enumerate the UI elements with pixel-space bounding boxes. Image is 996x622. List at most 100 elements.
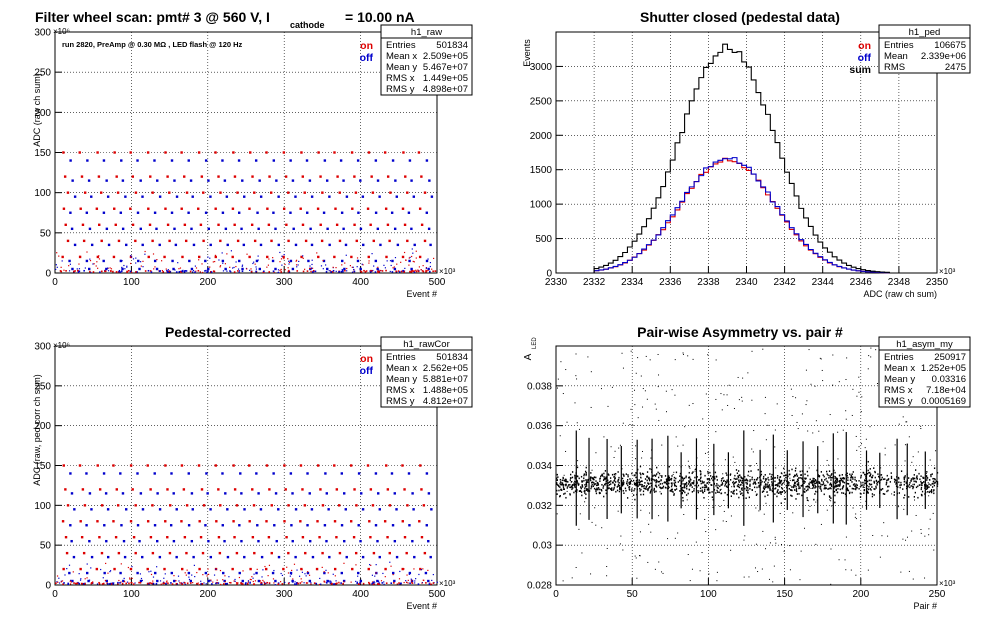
point-floor: [168, 270, 171, 273]
point-off: [291, 539, 294, 543]
point-noise: [264, 565, 266, 568]
point-on: [131, 175, 135, 178]
point-noise: [78, 573, 80, 575]
point-noise: [58, 255, 60, 257]
outlier: [622, 367, 624, 369]
point-noise: [150, 582, 152, 584]
point-noise: [389, 561, 391, 563]
point: [688, 488, 690, 491]
point: [600, 475, 602, 478]
point-on: [185, 191, 189, 194]
point: [842, 486, 844, 488]
point-off: [342, 179, 345, 182]
point: [851, 476, 853, 479]
point: [641, 483, 643, 486]
point: [587, 481, 589, 483]
point-off: [394, 179, 397, 182]
point: [821, 478, 823, 481]
point-floor: [398, 271, 401, 273]
point: [608, 481, 610, 484]
stat-key: Mean x: [884, 363, 915, 374]
outlier: [861, 396, 863, 398]
point-on: [166, 223, 170, 226]
point-noise: [96, 261, 98, 263]
point: [877, 480, 880, 483]
point-floor: [213, 270, 216, 273]
point-noise: [415, 269, 417, 271]
point: [767, 481, 769, 484]
x-exponent: ×10³: [939, 579, 956, 588]
point-floor: [244, 582, 247, 585]
outlier: [755, 507, 757, 509]
point: [834, 485, 836, 487]
point: [900, 470, 903, 472]
point-on: [423, 551, 427, 555]
stat-key: Entries: [386, 40, 416, 51]
point: [685, 485, 688, 488]
point-noise: [422, 265, 424, 267]
point-noise: [131, 566, 133, 568]
point: [573, 482, 575, 484]
point-off: [136, 211, 140, 214]
point-noise: [293, 563, 296, 565]
point: [777, 492, 780, 494]
point-noise: [268, 258, 270, 260]
point-on: [401, 464, 404, 467]
point-noise: [309, 265, 311, 267]
point: [703, 490, 706, 493]
point: [893, 494, 895, 496]
outlier: [754, 567, 756, 569]
outlier: [682, 352, 684, 354]
point: [666, 479, 668, 482]
point-noise: [86, 577, 88, 579]
point: [776, 477, 779, 479]
point-off: [310, 243, 314, 247]
point-on: [418, 207, 422, 210]
point: [841, 477, 843, 480]
point: [574, 476, 576, 479]
point-on: [198, 567, 201, 571]
outlier: [929, 459, 931, 461]
outlier: [639, 531, 641, 533]
point-noise: [58, 582, 61, 584]
point: [556, 477, 558, 480]
point-noise: [380, 580, 383, 582]
point: [559, 495, 561, 498]
outlier: [795, 397, 797, 399]
point-noise: [72, 571, 74, 573]
point: [865, 482, 867, 485]
outlier: [789, 545, 791, 547]
outlier: [613, 456, 615, 458]
point-off: [155, 267, 159, 271]
y-axis-label-main: A: [523, 353, 534, 360]
point-off: [69, 472, 72, 475]
point: [725, 472, 727, 474]
outlier: [783, 489, 785, 491]
point-floor: [104, 270, 107, 273]
point: [904, 475, 906, 477]
point: [770, 475, 772, 478]
point: [556, 479, 558, 481]
point: [565, 496, 567, 499]
stat-value: 2.339e+06: [921, 51, 966, 62]
outlier: [557, 378, 559, 380]
point: [847, 483, 850, 485]
point-on: [199, 536, 203, 539]
point-off: [136, 159, 139, 162]
point-noise: [352, 266, 354, 268]
point-off: [158, 508, 162, 511]
point-noise: [415, 578, 417, 580]
outlier: [805, 404, 807, 406]
point-floor: [210, 271, 213, 273]
point: [573, 483, 575, 486]
point-on: [285, 536, 288, 539]
outlier: [606, 575, 608, 577]
point: [583, 474, 585, 477]
point: [929, 490, 931, 493]
point-noise: [156, 258, 158, 261]
point-floor: [378, 270, 381, 273]
point: [619, 486, 621, 489]
point: [931, 482, 933, 485]
point-on: [248, 520, 251, 523]
point: [707, 478, 709, 481]
